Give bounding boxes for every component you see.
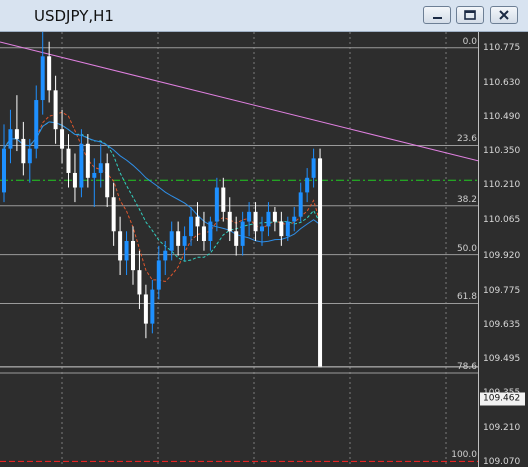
price-label: 109.775 xyxy=(483,285,521,296)
price-label: 110.490 xyxy=(483,112,521,123)
candle-body xyxy=(318,158,323,368)
price-label: 110.350 xyxy=(483,146,521,157)
candle-body xyxy=(60,129,65,149)
candle-body xyxy=(169,231,174,251)
candle-body xyxy=(21,138,26,164)
candle-body xyxy=(305,177,310,193)
candle-body xyxy=(111,197,116,232)
candle-body xyxy=(227,211,232,232)
candle-body xyxy=(124,240,129,261)
minimize-button[interactable] xyxy=(423,6,451,24)
candle-body xyxy=(14,129,19,139)
minimize-icon xyxy=(433,17,442,19)
candle-body xyxy=(47,56,52,91)
candle-body xyxy=(176,231,181,246)
price-label: 110.065 xyxy=(483,215,521,226)
maximize-button[interactable] xyxy=(456,6,484,24)
window-title: USDJPY,H1 xyxy=(34,7,114,25)
candle-body xyxy=(260,226,264,232)
candle-body xyxy=(2,148,6,193)
candle-body xyxy=(285,221,290,237)
candle-body xyxy=(279,221,284,237)
candle-body xyxy=(53,90,58,130)
candle-body xyxy=(266,211,271,227)
maximize-icon xyxy=(464,10,476,20)
fibo-level-label: 23.6 xyxy=(456,134,477,145)
candlestick-chart xyxy=(0,32,478,467)
fibo-level-label: 100.0 xyxy=(451,450,477,461)
candle-body xyxy=(234,231,239,246)
candle-body xyxy=(143,294,148,324)
title-bar[interactable]: USDJPY,H1 xyxy=(0,0,528,32)
candle-body xyxy=(201,226,206,241)
candle-body xyxy=(92,172,97,178)
price-label: 109.210 xyxy=(483,423,521,434)
candle-body xyxy=(214,187,219,222)
candle-body xyxy=(72,172,77,188)
price-label: 109.635 xyxy=(483,319,521,330)
price-label: 109.070 xyxy=(483,457,521,467)
candle-body xyxy=(292,216,297,222)
price-label: 109.495 xyxy=(483,353,521,364)
candle-body xyxy=(311,158,316,178)
candle-body xyxy=(66,148,71,173)
candle-body xyxy=(156,260,161,290)
candle-body xyxy=(79,143,84,188)
candle-body xyxy=(8,129,13,149)
close-icon xyxy=(499,10,509,20)
candle-body xyxy=(221,187,226,212)
price-label: 110.775 xyxy=(483,42,521,53)
candle-body xyxy=(27,148,32,164)
fibo-level-label: 0.0 xyxy=(462,36,477,47)
chart-plot-area[interactable]: 0.0 23.6 38.2 50.0 61.8 78.6 100.0 xyxy=(0,32,478,467)
price-label: 110.630 xyxy=(483,78,521,89)
candle-body xyxy=(85,143,90,178)
candle-body xyxy=(118,231,123,261)
candle-body xyxy=(253,211,258,232)
candle-body xyxy=(247,211,252,222)
trendline xyxy=(0,41,478,162)
candle-body xyxy=(182,236,187,246)
fibo-level-label: 38.2 xyxy=(456,194,477,205)
candle-body xyxy=(131,240,135,271)
candle-body xyxy=(195,216,200,227)
close-button[interactable] xyxy=(490,6,518,24)
candle-body xyxy=(34,100,39,149)
candle-body xyxy=(163,250,168,261)
candle-body xyxy=(240,221,245,246)
fibo-level-label: 61.8 xyxy=(456,292,477,303)
fibo-level-label: 78.6 xyxy=(456,361,477,372)
moving-average-slow xyxy=(3,121,321,243)
candle-body xyxy=(98,163,103,173)
fibo-level-label: 50.0 xyxy=(456,243,477,254)
candle-body xyxy=(105,163,110,198)
price-axis[interactable]: 110.775 110.630 110.490 110.350 110.210 110.0… xyxy=(478,32,528,467)
candle-body xyxy=(150,289,155,324)
candle-body xyxy=(298,192,303,217)
current-price-marker: 109.462 xyxy=(480,392,525,406)
price-label: 109.920 xyxy=(483,250,521,261)
moving-average-fast xyxy=(3,111,321,283)
candle-body xyxy=(272,211,277,222)
candle-body xyxy=(40,56,45,101)
price-label: 110.210 xyxy=(483,180,521,191)
candle-body xyxy=(137,270,142,295)
candle-body xyxy=(208,221,213,241)
candle-body xyxy=(189,216,194,237)
